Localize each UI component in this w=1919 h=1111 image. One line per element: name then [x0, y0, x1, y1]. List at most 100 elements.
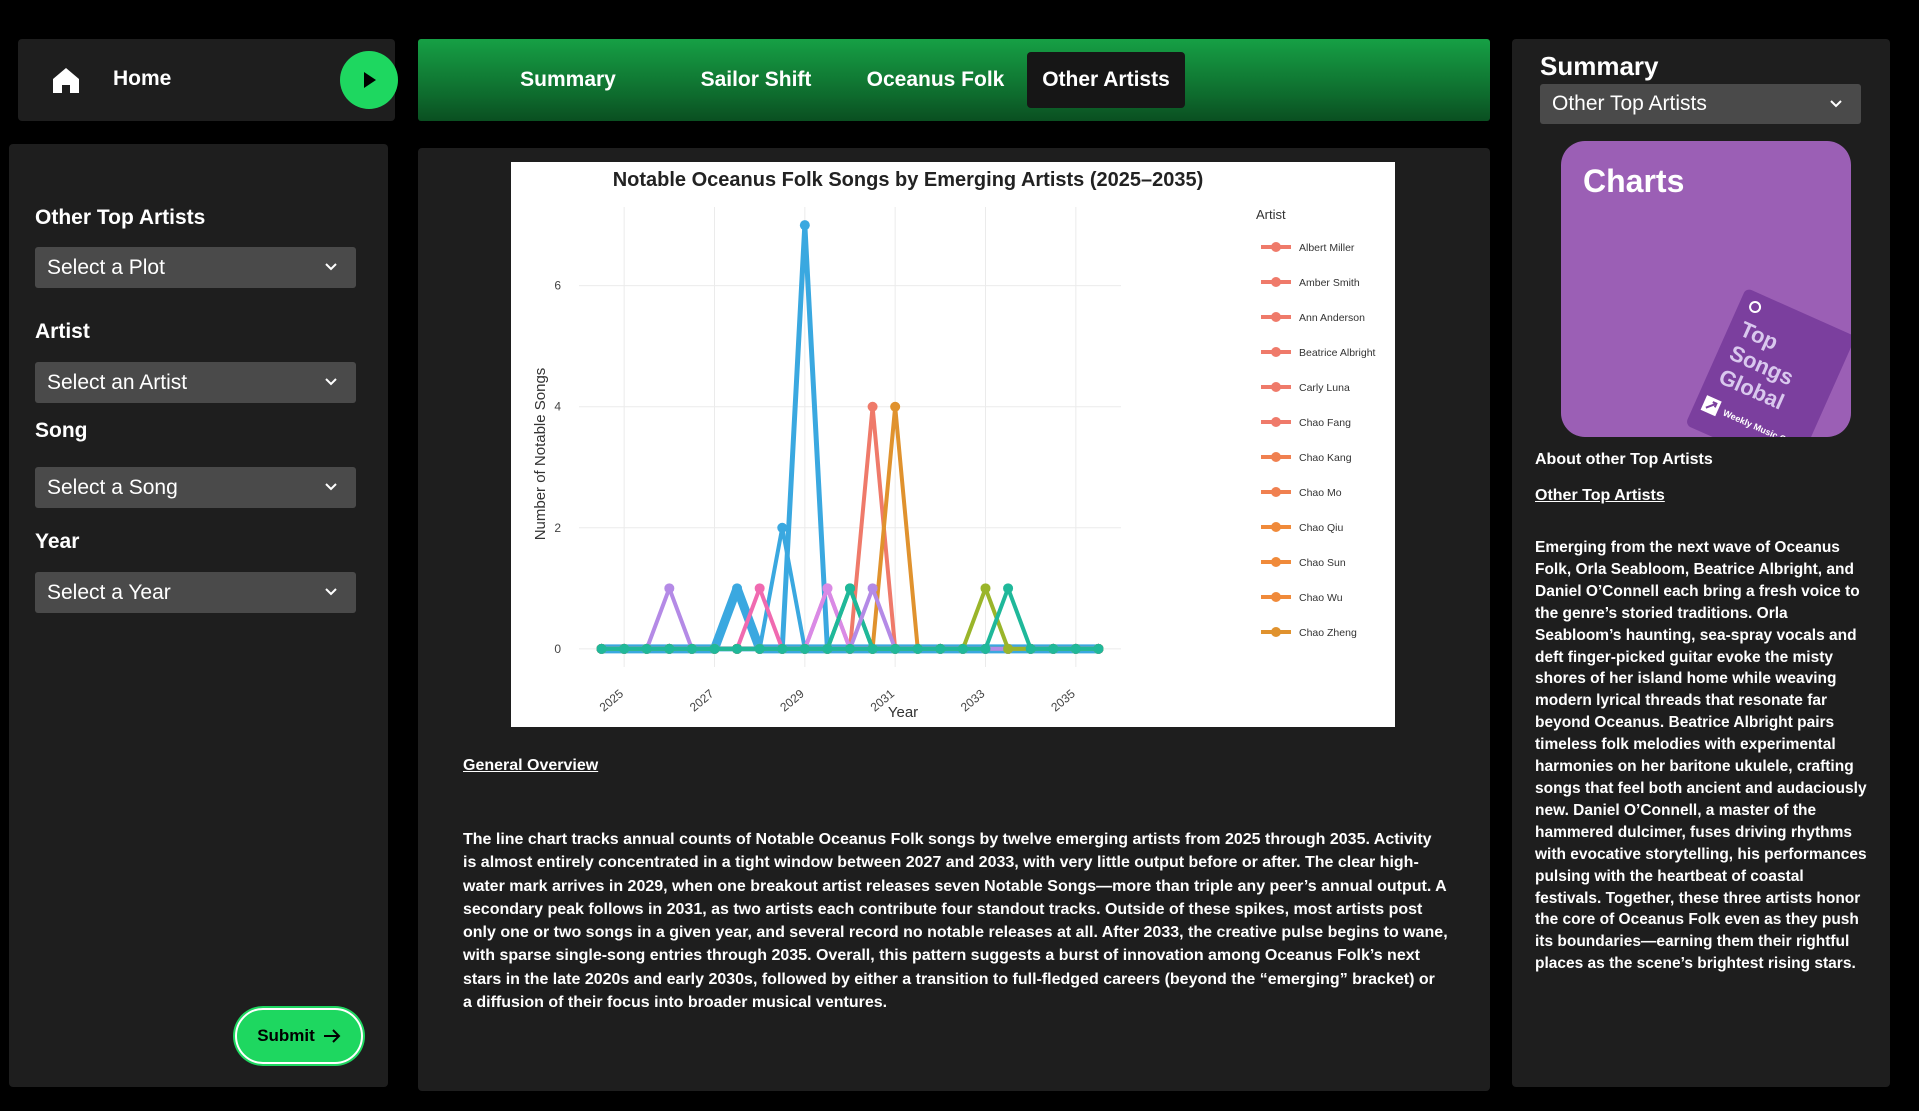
series-line-point [822, 583, 833, 594]
series-line-point [980, 643, 991, 654]
series-line-point [1003, 583, 1014, 594]
legend-label: Chao Fang [1299, 417, 1351, 429]
chart-svg: Notable Oceanus Folk Songs by Emerging A… [532, 169, 1376, 721]
legend-label: Chao Qiu [1299, 522, 1344, 534]
submit-button[interactable]: Submit [235, 1008, 363, 1064]
series-line-point [890, 643, 901, 654]
legend-marker [1271, 557, 1281, 567]
legend-marker [1271, 417, 1281, 427]
series-line-point [935, 643, 946, 654]
series-line-point [867, 401, 878, 412]
tab-oceanus-folk[interactable]: Oceanus Folk [866, 68, 1005, 91]
other-top-artists-link[interactable]: Other Top Artists [1535, 487, 1665, 504]
plot-select[interactable]: Select a Plot [35, 247, 356, 288]
chevron-down-icon [325, 588, 337, 596]
x-tick-label: 2029 [777, 686, 807, 714]
year-select-value: Select a Year [47, 580, 171, 604]
series-line-point [957, 643, 968, 654]
x-tick-label: 2027 [687, 686, 717, 714]
about-text: Emerging from the next wave of Oceanus F… [1535, 539, 1867, 973]
home-label[interactable]: Home [113, 67, 172, 90]
legend-label: Amber Smith [1299, 277, 1360, 289]
charts-card[interactable]: Charts Top Songs Global Weekly Music Cha… [1561, 141, 1851, 437]
song-select-value: Select a Song [47, 475, 178, 499]
series-line-point [1048, 643, 1059, 654]
legend-marker [1271, 487, 1281, 497]
chevron-down-icon [1830, 100, 1842, 108]
y-axis-label: Number of Notable Songs [532, 368, 549, 541]
artist-select[interactable]: Select an Artist [35, 362, 356, 403]
series-line-point [799, 643, 810, 654]
summary-panel: Summary Other Top Artists Charts Top Son… [1512, 39, 1890, 1087]
series-line-point [664, 643, 675, 654]
legend-marker [1271, 242, 1281, 252]
legend-label: Albert Miller [1299, 242, 1355, 254]
main-content: Notable Oceanus Folk Songs by Emerging A… [418, 148, 1490, 1091]
song-select[interactable]: Select a Song [35, 467, 356, 508]
artist-select-value: Select an Artist [47, 370, 188, 394]
filter-panel: Other Top Artists Select a Plot Artist S… [9, 144, 388, 1087]
y-tick-label: 0 [554, 642, 561, 656]
tab-other-artists[interactable]: Other Artists [1027, 52, 1185, 108]
chevron-down-icon [325, 263, 337, 271]
legend-marker [1271, 627, 1281, 637]
chevron-down-icon [325, 378, 337, 386]
summary-select-value: Other Top Artists [1552, 92, 1707, 115]
series-line-point [619, 643, 630, 654]
series-line-point [709, 643, 720, 654]
line-chart: Notable Oceanus Folk Songs by Emerging A… [511, 162, 1395, 727]
legend-label: Beatrice Albright [1299, 347, 1376, 359]
y-tick-label: 2 [554, 521, 561, 535]
year-select[interactable]: Select a Year [35, 572, 356, 613]
home-icon[interactable] [51, 65, 81, 95]
series-line-point [754, 583, 765, 594]
series-line-point [1070, 643, 1081, 654]
play-icon [364, 72, 376, 88]
legend-marker [1271, 522, 1281, 532]
plot-select-value: Select a Plot [47, 255, 165, 279]
series-line-point [1025, 643, 1036, 654]
legend-marker [1271, 452, 1281, 462]
tab-summary[interactable]: Summary [520, 68, 616, 91]
section-title: Other Top Artists [35, 206, 206, 229]
arrow-right-icon [323, 1029, 341, 1043]
year-label: Year [35, 530, 80, 553]
series-line-point [777, 643, 788, 654]
legend-marker [1271, 347, 1281, 357]
legend-label: Chao Mo [1299, 487, 1342, 499]
y-tick-label: 6 [554, 279, 561, 293]
song-label: Song [35, 419, 88, 442]
x-tick-label: 2035 [1048, 686, 1078, 714]
series-line-point [1003, 643, 1014, 654]
series-line-point [867, 643, 878, 654]
top-songs-global-sticker: Top Songs Global Weekly Music Charts [1687, 289, 1851, 437]
legend-title: Artist [1256, 207, 1286, 222]
summary-title: Summary [1540, 51, 1659, 81]
y-tick-label: 4 [554, 400, 561, 414]
legend-label: Carly Luna [1299, 382, 1350, 394]
overview-text: The line chart tracks annual counts of N… [463, 831, 1448, 1012]
x-axis-label: Year [888, 704, 918, 721]
legend-label: Chao Wu [1299, 592, 1343, 604]
legend-label: Chao Zheng [1299, 627, 1357, 639]
legend-label: Chao Kang [1299, 452, 1352, 464]
legend-label: Chao Sun [1299, 557, 1346, 569]
series-line-point [777, 522, 788, 533]
summary-select[interactable]: Other Top Artists [1540, 84, 1861, 124]
legend-marker [1271, 277, 1281, 287]
chart-title: Notable Oceanus Folk Songs by Emerging A… [613, 169, 1204, 191]
series-line-point [799, 220, 810, 231]
series-line-point [822, 643, 833, 654]
legend-marker [1271, 312, 1281, 322]
artist-label: Artist [35, 320, 90, 343]
series-line-point [845, 583, 855, 594]
tab-sailor-shift[interactable]: Sailor Shift [700, 68, 812, 91]
legend-label: Ann Anderson [1299, 312, 1365, 324]
general-overview-link[interactable]: General Overview [463, 757, 599, 774]
series-line-point [1093, 643, 1104, 654]
legend-marker [1271, 382, 1281, 392]
series-line-point [980, 583, 991, 594]
play-button[interactable] [340, 51, 398, 109]
series-line-point [890, 401, 901, 412]
series-line-point [754, 643, 765, 654]
